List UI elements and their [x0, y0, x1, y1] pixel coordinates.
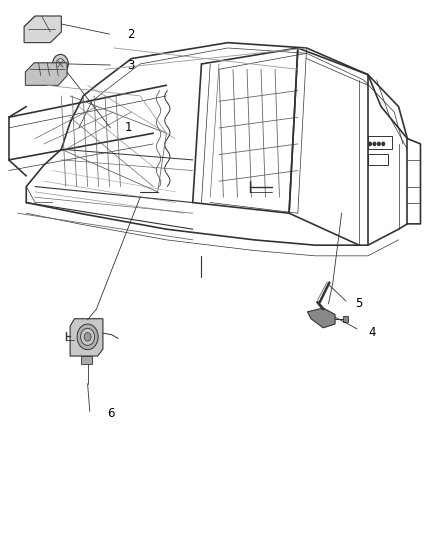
Circle shape: [84, 333, 91, 341]
Polygon shape: [307, 308, 335, 328]
Text: 2: 2: [127, 28, 134, 41]
Circle shape: [81, 328, 95, 345]
Circle shape: [369, 142, 371, 146]
Text: 3: 3: [127, 59, 134, 71]
Circle shape: [378, 142, 380, 146]
Circle shape: [53, 54, 68, 74]
Text: 5: 5: [355, 297, 362, 310]
Text: 6: 6: [107, 407, 115, 419]
Text: 4: 4: [368, 326, 375, 339]
Polygon shape: [24, 16, 61, 43]
Polygon shape: [70, 319, 103, 356]
Bar: [368, 136, 392, 149]
Circle shape: [77, 324, 98, 350]
Circle shape: [382, 142, 385, 146]
Polygon shape: [25, 63, 67, 85]
Bar: [81, 356, 92, 364]
Polygon shape: [25, 63, 67, 85]
Circle shape: [373, 142, 376, 146]
Bar: [368, 154, 388, 165]
Text: 1: 1: [125, 122, 132, 134]
Bar: [343, 316, 348, 322]
